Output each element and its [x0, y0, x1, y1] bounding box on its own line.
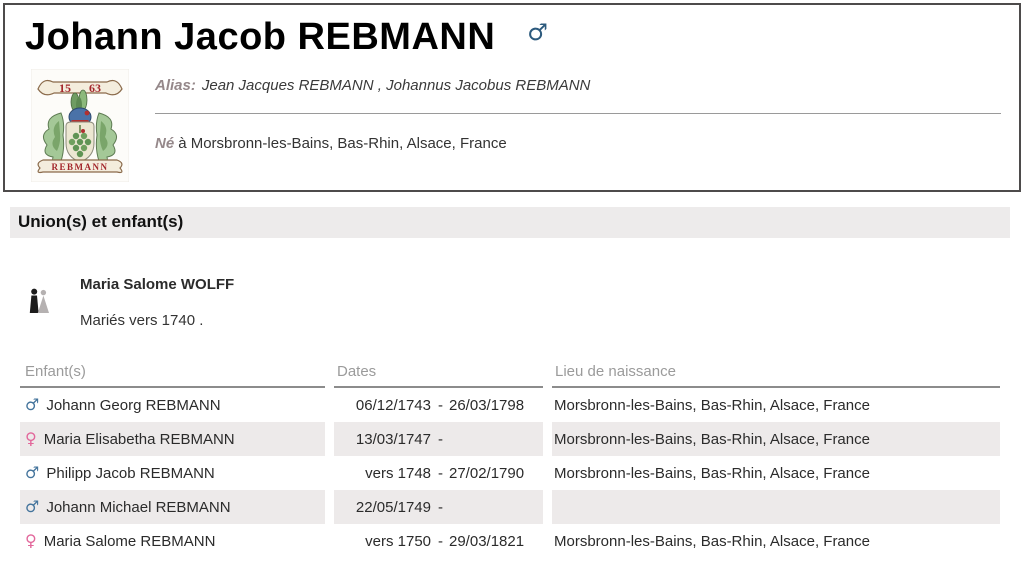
header-content: 15 63 [5, 69, 1019, 182]
child-name-cell: ♀ Maria Elisabetha REBMANN [20, 422, 325, 456]
gender-icon: ♀ [25, 429, 37, 448]
date-separator: - [438, 464, 443, 482]
section-heading-label: Union(s) et enfant(s) [18, 212, 184, 231]
birth-label: Né [155, 135, 175, 152]
death-date: 27/02/1790 [449, 464, 525, 482]
page-title: Johann Jacob REBMANN [25, 16, 496, 58]
table-row: ♂ Johann Georg REBMANN 06/12/1743 - 26/0… [20, 388, 1000, 422]
alias-values: Jean Jacques REBMANN , Johannus Jacobus … [201, 77, 591, 94]
column-header-birthplace: Lieu de naissance [552, 363, 1000, 388]
table-row: ♀ Maria Elisabetha REBMANN 13/03/1747 - … [20, 422, 1000, 456]
death-date: 26/03/1798 [449, 396, 525, 414]
coat-of-arms-image: 15 63 [31, 69, 129, 182]
birth-line: Né à Morsbronn-les-Bains, Bas-Rhin, Alsac… [155, 135, 1001, 152]
child-name[interactable]: Johann Georg REBMANN [46, 396, 221, 414]
child-name-cell: ♂ Johann Georg REBMANN [20, 388, 325, 422]
child-dates-cell: vers 1750 - 29/03/1821 [334, 524, 543, 558]
child-name-cell: ♂ Johann Michael REBMANN [20, 490, 325, 524]
table-row: ♀ Maria Salome REBMANN vers 1750 - 29/03… [20, 524, 1000, 558]
gender-icon: ♂ [25, 463, 40, 482]
gender-icon: ♂ [25, 395, 40, 414]
person-summary: Alias: Jean Jacques REBMANN , Johannus Ja… [155, 69, 1001, 182]
children-table: Enfant(s) Dates Lieu de naissance ♂ Joha… [20, 363, 1000, 558]
child-name[interactable]: Philipp Jacob REBMANN [46, 464, 215, 482]
child-dates-cell: 13/03/1747 - [334, 422, 543, 456]
gender-icon: ♀ [25, 531, 37, 550]
children-table-header: Enfant(s) Dates Lieu de naissance [20, 363, 1000, 388]
table-row: ♂ Johann Michael REBMANN 22/05/1749 - [20, 490, 1000, 524]
child-dates-cell: 22/05/1749 - [334, 490, 543, 524]
date-separator: - [438, 532, 443, 550]
birth-date: 13/03/1747 [355, 430, 431, 448]
title-row: Johann Jacob REBMANN ♂ [5, 5, 1019, 56]
married-couple-icon [28, 288, 50, 314]
coa-year-left: 15 [59, 81, 71, 95]
child-name[interactable]: Maria Salome REBMANN [43, 532, 216, 550]
gender-icon: ♂ [25, 497, 40, 516]
birth-date: vers 1748 [365, 464, 431, 482]
birth-date: vers 1750 [365, 532, 431, 550]
date-separator: - [438, 430, 443, 448]
children-rows: ♂ Johann Georg REBMANN 06/12/1743 - 26/0… [20, 388, 1000, 558]
child-dates-cell: vers 1748 - 27/02/1790 [334, 456, 543, 490]
date-separator: - [438, 498, 443, 516]
person-header: Johann Jacob REBMANN ♂ 15 63 [3, 3, 1021, 192]
child-name-cell: ♀ Maria Salome REBMANN [20, 524, 325, 558]
table-row: ♂ Philipp Jacob REBMANN vers 1748 - 27/0… [20, 456, 1000, 490]
child-name[interactable]: Johann Michael REBMANN [46, 498, 231, 516]
child-birthplace-cell: Morsbronn-les-Bains, Bas-Rhin, Alsace, F… [554, 464, 870, 482]
union-text: Maria Salome WOLFF Mariés vers 1740 . [80, 276, 234, 329]
child-birthplace-cell: Morsbronn-les-Bains, Bas-Rhin, Alsace, F… [554, 532, 870, 550]
column-header-children: Enfant(s) [20, 363, 325, 388]
section-heading-unions: Union(s) et enfant(s) [10, 207, 1010, 238]
coa-family-name: REBMANN [52, 162, 109, 172]
birth-place: à Morsbronn-les-Bains, Bas-Rhin, Alsace,… [178, 135, 507, 152]
birth-date: 22/05/1749 [355, 498, 431, 516]
male-gender-icon: ♂ [527, 20, 548, 46]
death-date: 29/03/1821 [449, 532, 525, 550]
alias-line: Alias: Jean Jacques REBMANN , Johannus Ja… [155, 77, 1001, 94]
child-name[interactable]: Maria Elisabetha REBMANN [43, 430, 235, 448]
union-block: Maria Salome WOLFF Mariés vers 1740 . [28, 276, 1024, 329]
child-dates-cell: 06/12/1743 - 26/03/1798 [334, 388, 543, 422]
child-birthplace-cell: Morsbronn-les-Bains, Bas-Rhin, Alsace, F… [552, 422, 1000, 456]
date-separator: - [438, 396, 443, 414]
marriage-info: Mariés vers 1740 . [80, 312, 204, 329]
child-birthplace-cell: Morsbronn-les-Bains, Bas-Rhin, Alsace, F… [554, 396, 870, 414]
spouse-name[interactable]: Maria Salome WOLFF [80, 276, 235, 293]
birth-date: 06/12/1743 [355, 396, 431, 414]
divider [155, 113, 1001, 114]
column-header-dates: Dates [334, 363, 543, 388]
child-name-cell: ♂ Philipp Jacob REBMANN [20, 456, 325, 490]
child-birthplace-cell [552, 490, 1000, 524]
coa-year-right: 63 [89, 81, 101, 95]
alias-label: Alias: [155, 77, 196, 94]
